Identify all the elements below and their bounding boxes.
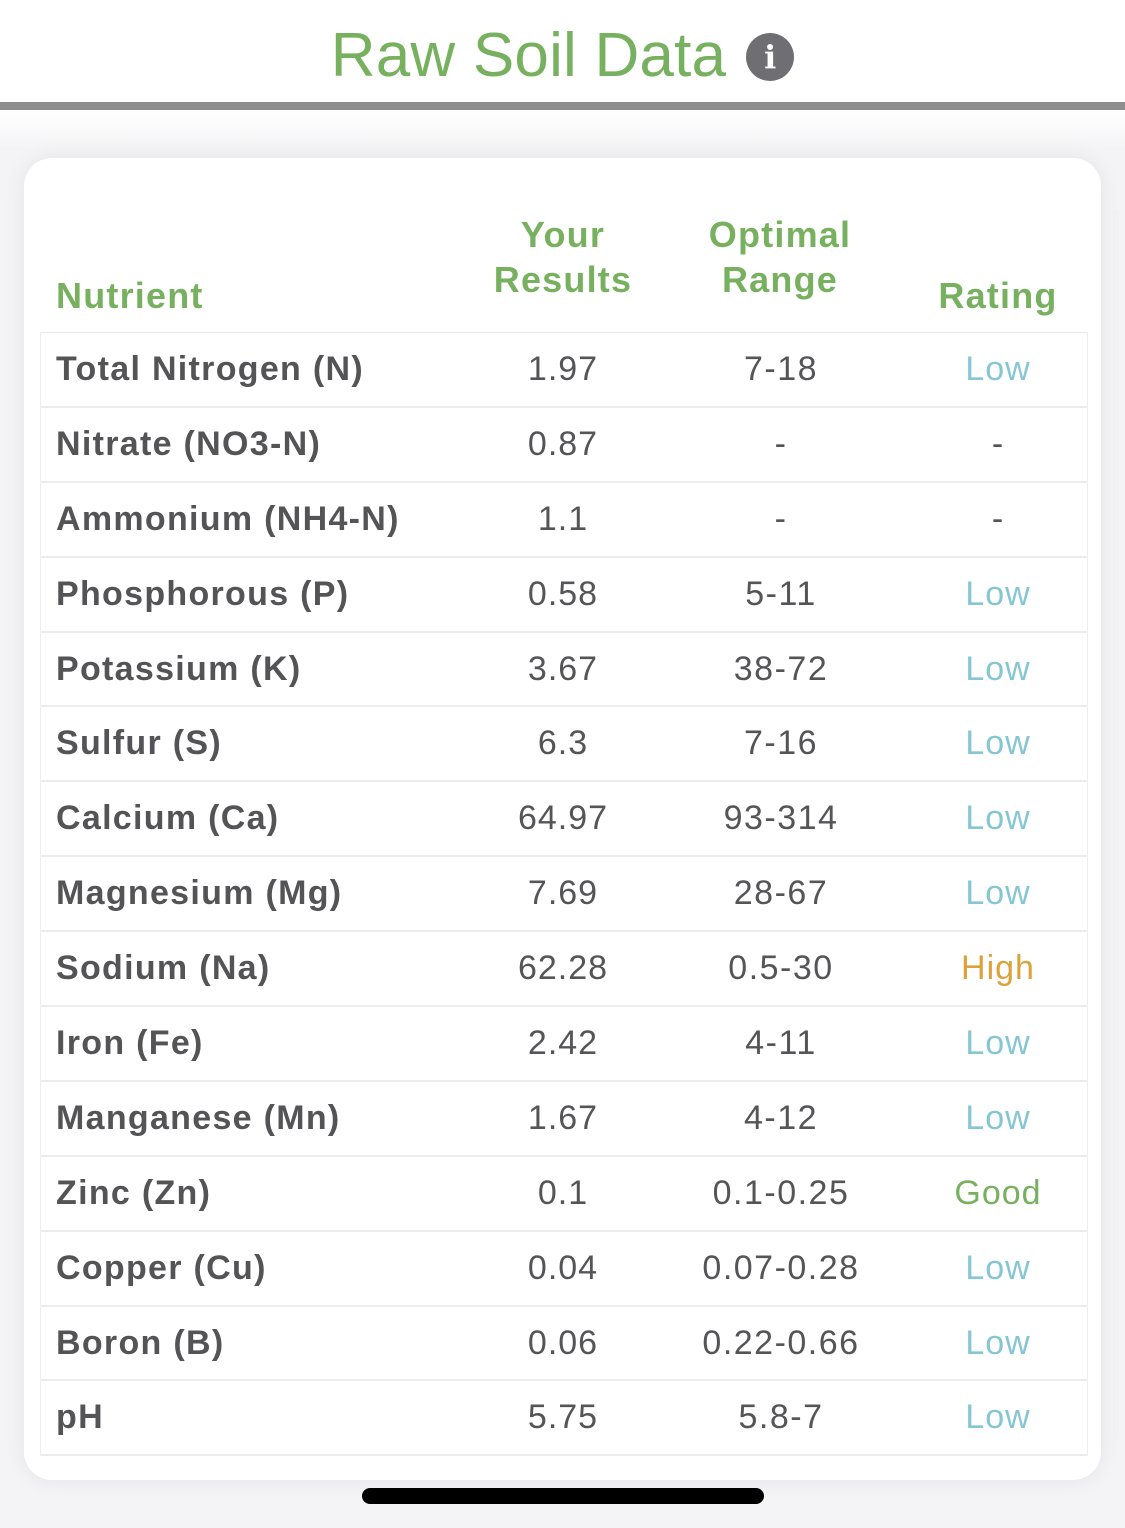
result-value: 0.04 (527, 1248, 599, 1287)
nutrient-name: Copper (Cu) (56, 1248, 267, 1287)
nutrient-name: Sulfur (S) (56, 724, 222, 763)
nutrient-name: Magnesium (Mg) (56, 874, 343, 913)
rating-value: Low (965, 1024, 1031, 1063)
result-value: 64.97 (517, 799, 609, 838)
result-value: 1.1 (537, 499, 589, 538)
table-header: Nutrient Your Results Optimal Range Rati… (40, 208, 1086, 332)
result-value: 1.67 (527, 1098, 599, 1137)
header-title-row: Raw Soil Data i (0, 18, 1125, 94)
optimal-range-value: 7-16 (743, 724, 819, 763)
page-title: Raw Soil Data (330, 21, 727, 90)
optimal-range-value: 0.1-0.25 (712, 1173, 850, 1212)
nutrient-table-body: Total Nitrogen (N) 1.97 7-18 Low Nitrate (NO… (40, 332, 1088, 1457)
rating-value: - (991, 424, 1005, 463)
optimal-range-value: 0.22-0.66 (702, 1323, 860, 1362)
table-row: pH 5.75 5.8-7 Low (41, 1381, 1087, 1457)
optimal-range-value: 5-11 (745, 574, 817, 613)
optimal-range-value: 28-67 (733, 874, 829, 913)
nutrient-name: Manganese (Mn) (56, 1098, 341, 1137)
nutrient-name: Boron (B) (56, 1323, 225, 1362)
result-value: 7.69 (527, 874, 599, 913)
table-row: Iron (Fe) 2.42 4-11 Low (41, 1007, 1087, 1082)
table-row: Phosphorous (P) 0.58 5-11 Low (41, 558, 1087, 633)
rating-value: Low (965, 724, 1031, 763)
optimal-range-value: 0.5-30 (728, 949, 834, 988)
optimal-range-value: 4-11 (745, 1024, 817, 1063)
nutrient-name: Nitrate (NO3-N) (56, 424, 322, 463)
rating-value: Low (965, 649, 1031, 688)
result-value: 0.58 (527, 574, 599, 613)
optimal-range-value: 93-314 (723, 799, 839, 838)
rating-value: Low (965, 1098, 1031, 1137)
nutrient-name: Sodium (Na) (56, 949, 271, 988)
result-value: 2.42 (527, 1024, 599, 1063)
table-row: Nitrate (NO3-N) 0.87 - - (41, 408, 1087, 483)
rating-value: Low (965, 799, 1031, 838)
header-bar: Raw Soil Data i (0, 0, 1125, 102)
table-row: Sodium (Na) 62.28 0.5-30 High (41, 932, 1087, 1008)
rating-value: High (961, 949, 1035, 988)
optimal-range-value: 5.8-7 (738, 1398, 824, 1437)
result-value: 6.3 (537, 724, 589, 763)
optimal-range-value: 7-18 (743, 350, 819, 388)
rating-value: Low (965, 874, 1031, 913)
info-icon[interactable]: i (746, 33, 795, 81)
table-row: Boron (B) 0.06 0.22-0.66 Low (41, 1307, 1087, 1382)
result-value: 5.75 (527, 1398, 599, 1437)
rating-value: Low (965, 1248, 1031, 1287)
table-row: Calcium (Ca) 64.97 93-314 Low (41, 782, 1087, 858)
nutrient-name: Total Nitrogen (N) (56, 350, 364, 388)
column-header-your-results: Your Results (493, 214, 633, 300)
result-value: 62.28 (517, 949, 609, 988)
optimal-range-value: 38-72 (733, 649, 829, 688)
rating-value: Low (965, 574, 1031, 613)
table-row: Sulfur (S) 6.3 7-16 Low (41, 707, 1087, 783)
optimal-range-value: 0.07-0.28 (702, 1248, 860, 1287)
table-row: Manganese (Mn) 1.67 4-12 Low (41, 1082, 1087, 1157)
result-value: 0.1 (537, 1173, 589, 1212)
table-row: Total Nitrogen (N) 1.97 7-18 Low (41, 333, 1087, 408)
header-divider (0, 102, 1125, 110)
nutrient-name: Phosphorous (P) (56, 574, 350, 613)
column-header-rating: Rating (938, 275, 1058, 316)
result-value: 3.67 (527, 649, 599, 688)
rating-value: Low (965, 1323, 1031, 1362)
home-indicator[interactable] (362, 1488, 764, 1504)
optimal-range-value: 4-12 (743, 1098, 819, 1137)
nutrient-name: Iron (Fe) (56, 1024, 204, 1063)
result-value: 0.06 (527, 1323, 599, 1362)
rating-value: - (991, 499, 1005, 538)
column-header-nutrient: Nutrient (56, 275, 204, 316)
nutrient-name: Ammonium (NH4-N) (56, 499, 400, 538)
result-value: 0.87 (527, 424, 599, 463)
rating-value: Good (954, 1173, 1042, 1212)
scrollbar[interactable] (1113, 210, 1119, 1440)
table-row: Copper (Cu) 0.04 0.07-0.28 Low (41, 1232, 1087, 1307)
table-row: Magnesium (Mg) 7.69 28-67 Low (41, 857, 1087, 933)
rating-value: Low (965, 350, 1031, 388)
result-value: 1.97 (527, 350, 599, 388)
table-row: Zinc (Zn) 0.1 0.1-0.25 Good (41, 1157, 1087, 1232)
nutrient-name: Calcium (Ca) (56, 799, 280, 838)
optimal-range-value: - (774, 499, 788, 538)
soil-data-card (24, 158, 1101, 1480)
nutrient-name: Zinc (Zn) (56, 1173, 212, 1212)
table-row: Potassium (K) 3.67 38-72 Low (41, 633, 1087, 708)
column-header-optimal-range: Optimal Range (708, 214, 852, 300)
optimal-range-value: - (774, 424, 788, 463)
nutrient-name: pH (56, 1398, 104, 1437)
rating-value: Low (965, 1398, 1031, 1437)
table-row: Ammonium (NH4-N) 1.1 - - (41, 483, 1087, 558)
nutrient-name: Potassium (K) (56, 649, 302, 688)
